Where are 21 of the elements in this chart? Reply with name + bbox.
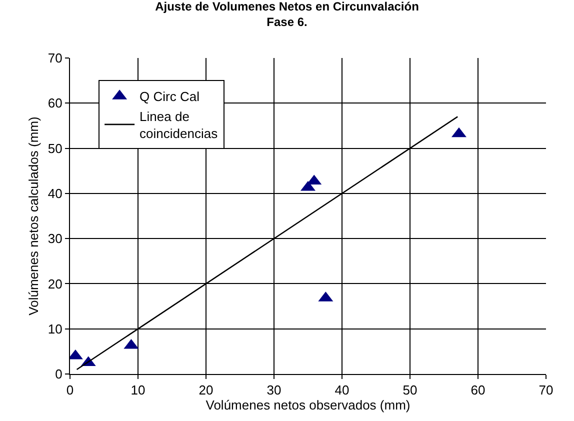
y-tick-label: 50 bbox=[48, 140, 62, 156]
chart-title: Ajuste de Volumenes Netos en Circunvalación Fase 6. bbox=[155, 0, 419, 30]
legend-label: Q Circ Cal bbox=[140, 89, 200, 104]
y-tick-label: 0 bbox=[55, 366, 62, 382]
y-tick-label: 10 bbox=[48, 321, 62, 336]
legend-label: Linea de coincidencias bbox=[140, 109, 218, 141]
x-tick-label: 0 bbox=[66, 382, 74, 398]
x-tick-label: 30 bbox=[266, 382, 282, 398]
x-tick-label: 10 bbox=[130, 382, 146, 398]
y-axis-title: Volúmenes netos calculados (mm) bbox=[26, 116, 41, 316]
y-tick-label: 20 bbox=[48, 276, 62, 292]
x-axis-title: Volúmenes netos observados (mm) bbox=[206, 398, 410, 413]
y-tick-label: 60 bbox=[48, 96, 62, 111]
y-tick-label: 40 bbox=[48, 186, 62, 201]
x-tick-label: 40 bbox=[334, 382, 350, 398]
x-tick-label: 70 bbox=[538, 382, 554, 398]
x-tick-label: 50 bbox=[402, 382, 418, 398]
y-tick-label: 70 bbox=[48, 50, 62, 66]
y-tick-label: 30 bbox=[48, 231, 62, 246]
x-tick-label: 20 bbox=[198, 382, 214, 398]
x-tick-label: 60 bbox=[470, 382, 486, 398]
